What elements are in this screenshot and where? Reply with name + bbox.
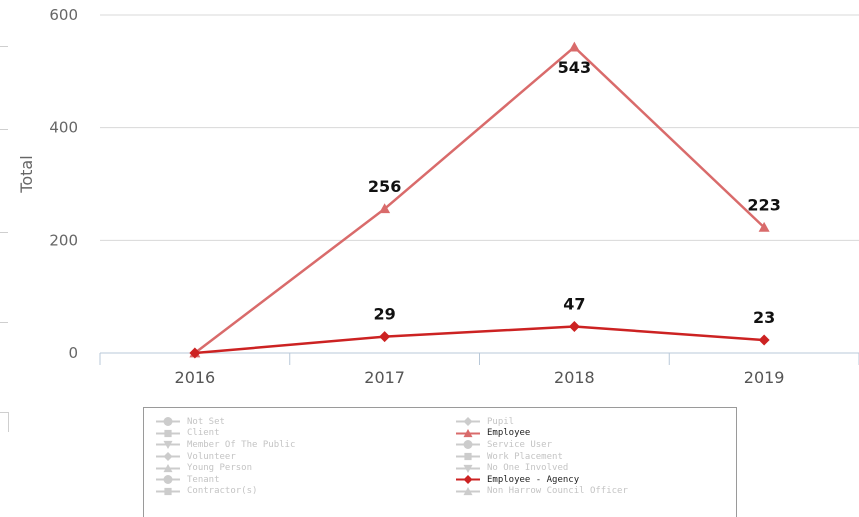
legend-label: Pupil <box>487 417 514 427</box>
legend-column-left: Not Set Client Member Of The Public Volunte… <box>156 416 295 497</box>
legend-item[interactable]: Member Of The Public <box>156 439 295 451</box>
legend-item[interactable]: No One Involved <box>456 462 628 474</box>
y-tick-label: 0 <box>68 344 78 362</box>
diamond-marker-icon <box>456 416 480 427</box>
edge-mark <box>8 412 9 432</box>
legend-item[interactable]: Young Person <box>156 462 295 474</box>
edge-mark <box>0 46 8 47</box>
data-label: 223 <box>747 195 780 214</box>
edge-mark <box>0 412 8 413</box>
x-tick-label: 2016 <box>175 368 216 387</box>
legend-item[interactable]: Service User <box>456 439 628 451</box>
legend-column-right: Pupil Employee Service User Work Placement N… <box>456 416 628 497</box>
data-label: 256 <box>368 177 401 196</box>
diamond-marker-icon <box>156 451 180 462</box>
series-line-2 <box>195 327 764 353</box>
legend-label: Young Person <box>187 463 252 473</box>
square-marker-icon <box>156 486 180 497</box>
triangle-marker-icon <box>156 463 180 474</box>
series-line-1 <box>195 47 764 353</box>
x-tick-label: 2017 <box>364 368 405 387</box>
data-label: 47 <box>563 295 585 314</box>
legend-item[interactable]: Volunteer <box>156 451 295 463</box>
legend-item[interactable]: Contractor(s) <box>156 486 295 498</box>
triangle-marker-icon <box>456 428 480 439</box>
legend-label: Work Placement <box>487 452 563 462</box>
x-tick-label: 2018 <box>554 368 595 387</box>
diamond-marker-icon <box>456 474 480 485</box>
circle-marker-icon <box>456 439 480 450</box>
data-point <box>569 42 580 52</box>
circle-marker-icon <box>156 416 180 427</box>
line-chart: 0 200 400 600 2016 2017 2018 2019 Total 256 543 223… <box>0 0 859 400</box>
legend-label: Non Harrow Council Officer <box>487 486 628 496</box>
triangle-down-marker-icon <box>156 439 180 450</box>
chart-legend: Not Set Client Member Of The Public Volunte… <box>143 407 737 517</box>
data-point <box>569 321 580 332</box>
legend-label: Volunteer <box>187 452 236 462</box>
y-axis-label: Total <box>17 155 36 193</box>
edge-mark <box>0 322 8 323</box>
legend-item[interactable]: Employee <box>456 428 628 440</box>
legend-label: Client <box>187 428 220 438</box>
edge-mark <box>0 232 8 233</box>
data-label: 29 <box>373 305 395 324</box>
circle-marker-icon <box>156 474 180 485</box>
legend-label: Service User <box>487 440 552 450</box>
legend-item[interactable]: Pupil <box>456 416 628 428</box>
data-label: 543 <box>558 58 591 77</box>
legend-label: Employee <box>487 428 530 438</box>
legend-label: Member Of The Public <box>187 440 295 450</box>
triangle-down-marker-icon <box>456 463 480 474</box>
legend-item[interactable]: Non Harrow Council Officer <box>456 486 628 498</box>
y-tick-label: 400 <box>49 119 78 137</box>
data-label: 23 <box>753 308 775 327</box>
legend-item[interactable]: Employee - Agency <box>456 474 628 486</box>
legend-item[interactable]: Tenant <box>156 474 295 486</box>
legend-item[interactable]: Client <box>156 428 295 440</box>
legend-item[interactable]: Work Placement <box>456 451 628 463</box>
data-point <box>759 335 770 346</box>
legend-label: Contractor(s) <box>187 486 257 496</box>
data-point <box>379 331 390 342</box>
edge-mark <box>0 129 8 130</box>
y-tick-label: 600 <box>49 6 78 24</box>
triangle-marker-icon <box>456 486 480 497</box>
legend-label: No One Involved <box>487 463 568 473</box>
legend-label: Not Set <box>187 417 225 427</box>
square-marker-icon <box>156 428 180 439</box>
legend-label: Employee - Agency <box>487 475 579 485</box>
y-tick-label: 200 <box>49 231 78 249</box>
x-tick-label: 2019 <box>744 368 785 387</box>
legend-label: Tenant <box>187 475 220 485</box>
square-marker-icon <box>456 451 480 462</box>
legend-item[interactable]: Not Set <box>156 416 295 428</box>
